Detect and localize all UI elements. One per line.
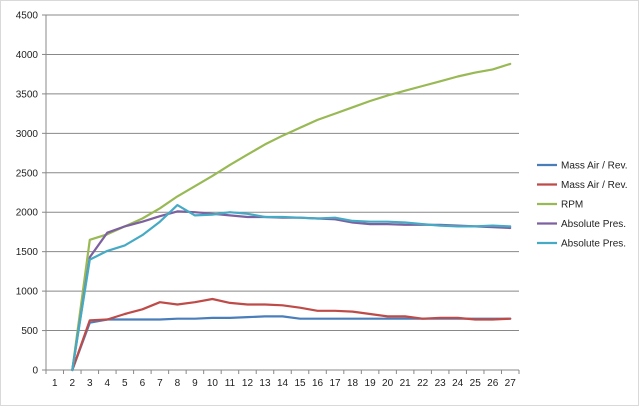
x-tick-label: 6 bbox=[140, 378, 146, 389]
x-tick-label: 7 bbox=[157, 378, 163, 389]
x-tick-label: 14 bbox=[277, 378, 289, 389]
series-line-3 bbox=[71, 62, 512, 372]
gridlines bbox=[46, 14, 519, 332]
x-tick-label: 13 bbox=[259, 378, 271, 389]
series-line-5 bbox=[71, 204, 512, 372]
x-tick-label: 19 bbox=[365, 378, 377, 389]
x-tick-label: 2 bbox=[69, 378, 75, 389]
y-tick-label: 3500 bbox=[16, 89, 39, 100]
y-tick-label: 3000 bbox=[16, 129, 39, 140]
y-axis: 0 500 1000 1500 2000 2500 3000 3500 4000 4500 bbox=[16, 11, 47, 377]
x-tick-label: 9 bbox=[192, 378, 198, 389]
legend-label: Absolute Pres. bbox=[561, 219, 626, 230]
x-tick-label: 27 bbox=[505, 378, 517, 389]
series-line-2 bbox=[71, 297, 512, 372]
y-tick-label: 0 bbox=[32, 366, 38, 377]
y-tick-label: 2000 bbox=[16, 208, 39, 219]
x-tick-label: 1 bbox=[52, 378, 58, 389]
x-tick-label: 24 bbox=[452, 378, 464, 389]
x-tick-label: 17 bbox=[329, 378, 341, 389]
x-tick-label: 15 bbox=[294, 378, 306, 389]
x-tick-label: 22 bbox=[417, 378, 429, 389]
y-tick-label: 1500 bbox=[16, 247, 39, 258]
x-tick-label: 26 bbox=[487, 378, 499, 389]
y-tick-label: 4500 bbox=[16, 11, 39, 22]
x-tick-label: 3 bbox=[87, 378, 93, 389]
x-tick-label: 21 bbox=[400, 378, 412, 389]
series-lines bbox=[71, 62, 512, 372]
x-tick-label: 20 bbox=[382, 378, 394, 389]
legend-label: Mass Air / Rev. bbox=[561, 180, 628, 191]
x-tick-label: 10 bbox=[207, 378, 219, 389]
x-tick-label: 12 bbox=[242, 378, 254, 389]
legend-label: Mass Air / Rev. bbox=[561, 161, 628, 172]
legend: Mass Air / Rev. Mass Air / Rev. RPM Absolut… bbox=[537, 161, 628, 250]
x-tick-label: 8 bbox=[175, 378, 181, 389]
y-tick-label: 1000 bbox=[16, 287, 39, 298]
y-tick-label: 500 bbox=[21, 326, 38, 337]
x-tick-label: 5 bbox=[122, 378, 128, 389]
y-tick-label: 2500 bbox=[16, 168, 39, 179]
x-tick-label: 11 bbox=[225, 378, 236, 389]
legend-label: Absolute Pres. bbox=[561, 239, 626, 250]
x-tick-label: 23 bbox=[435, 378, 447, 389]
x-axis: 1 2 3 4 5 6 7 8 9 10 11 12 13 14 15 16 17 18 19 20 21 22 23 24 2… bbox=[45, 369, 520, 389]
x-tick-label: 18 bbox=[347, 378, 359, 389]
x-tick-label: 25 bbox=[470, 378, 482, 389]
x-tick-label: 4 bbox=[105, 378, 111, 389]
x-tick-label: 16 bbox=[312, 378, 324, 389]
series-line-1 bbox=[71, 315, 512, 372]
y-tick-label: 4000 bbox=[16, 50, 39, 61]
legend-label: RPM bbox=[561, 200, 583, 211]
